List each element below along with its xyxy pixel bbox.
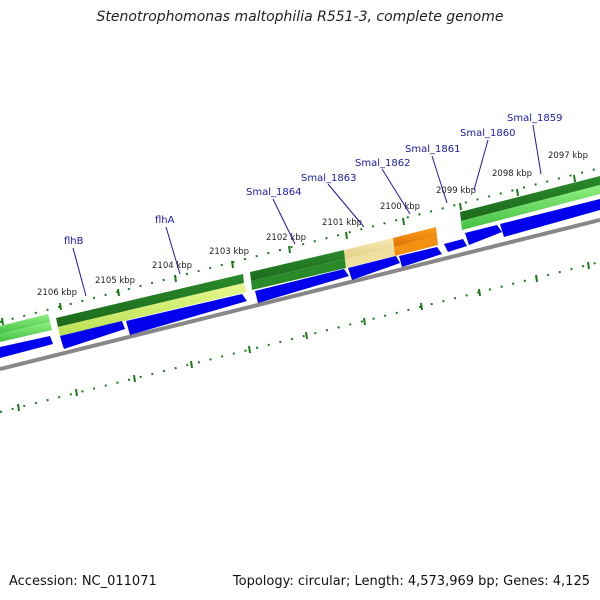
inner-major-ticks — [17, 261, 590, 412]
gene-label-smal-1859: Smal_1859 — [507, 113, 562, 124]
cds-arrow — [465, 225, 502, 245]
gene-label-smal-1863: Smal_1863 — [301, 173, 356, 184]
cds-arrow — [399, 247, 442, 267]
genome-title: Stenotrophomonas maltophilia R551-3, com… — [96, 9, 504, 25]
ruler-label: 2104 kbp — [152, 261, 192, 271]
green-feature-track — [0, 176, 600, 342]
ruler-label: 2098 kbp — [492, 169, 532, 179]
feature-band — [345, 247, 395, 268]
gene-label-smal-1860: Smal_1860 — [460, 128, 515, 139]
ruler-label: 2102 kbp — [266, 233, 306, 243]
genome-backbone — [0, 218, 600, 371]
gene-label-smal-1862: Smal_1862 — [355, 158, 410, 169]
feature-band — [461, 185, 600, 230]
feature-band — [394, 236, 438, 256]
ruler-labels: 2106 kbp 2105 kbp 2104 kbp 2103 kbp 2102… — [37, 151, 588, 298]
gene-label-smal-1861: Smal_1861 — [405, 144, 460, 155]
gene-label-flhB: flhB — [64, 236, 84, 247]
cds-arrow — [60, 321, 125, 349]
outer-tick-ruler — [0, 167, 600, 323]
ruler-label: 2097 kbp — [548, 151, 588, 161]
ruler-label: 2100 kbp — [380, 202, 420, 212]
gene-label-smal-1864: Smal_1864 — [246, 187, 301, 198]
feature-band — [393, 227, 437, 247]
cds-track — [0, 199, 600, 358]
feature-band — [58, 283, 246, 336]
outer-major-ticks — [1, 174, 576, 326]
cds-arrow — [348, 256, 400, 280]
genome-summary-text: Topology: circular; Length: 4,573,969 bp… — [232, 574, 590, 589]
accession-text: Accession: NC_011071 — [9, 574, 157, 589]
feature-band — [0, 314, 50, 334]
feature-band — [250, 250, 345, 281]
feature-band — [56, 274, 244, 327]
ruler-label: 2106 kbp — [37, 288, 77, 298]
gene-leader-lines — [72, 124, 542, 297]
feature-band — [460, 176, 600, 221]
ruler-label: 2103 kbp — [209, 247, 249, 257]
feature-band — [344, 238, 394, 259]
gene-label-flhA: flhA — [155, 215, 175, 226]
cds-arrow — [500, 199, 600, 237]
cds-arrow — [444, 239, 467, 252]
gene-labels: flhB flhA Smal_1864 Smal_1863 Smal_1862 … — [64, 113, 562, 247]
cds-arrow — [126, 294, 247, 335]
feature-band — [0, 322, 52, 342]
feature-band — [251, 259, 346, 290]
ruler-label: 2101 kbp — [322, 218, 362, 228]
ruler-label: 2099 kbp — [436, 186, 476, 196]
cds-arrow — [255, 269, 349, 303]
cds-arrow — [0, 336, 53, 358]
ruler-label: 2105 kbp — [95, 276, 135, 286]
